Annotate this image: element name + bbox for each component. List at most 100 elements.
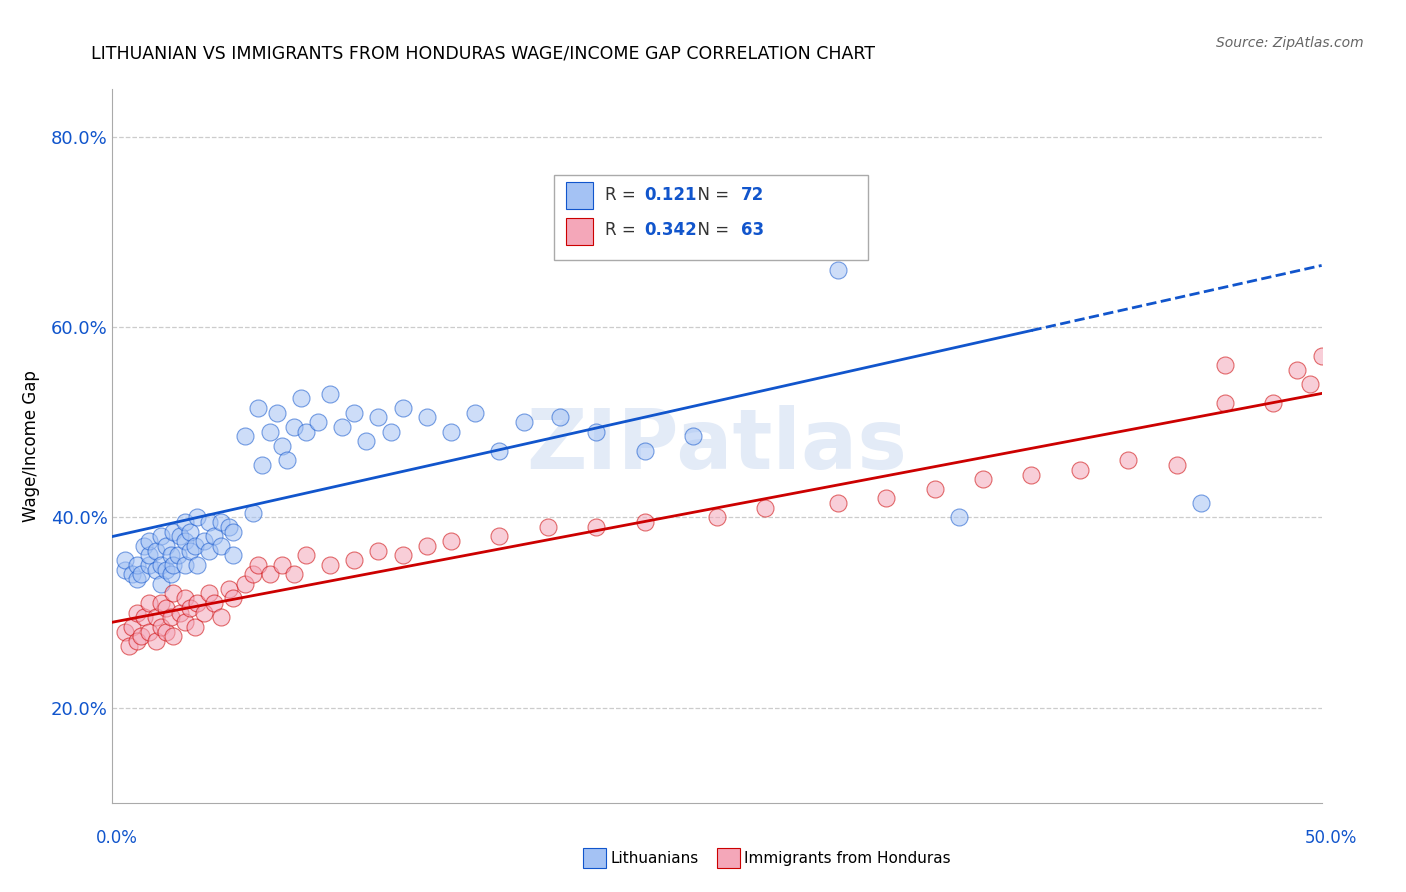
Point	[209, 515, 232, 529]
Point	[585, 520, 607, 534]
Point	[186, 558, 208, 572]
Point	[174, 515, 197, 529]
Point	[138, 596, 160, 610]
Point	[259, 425, 281, 439]
Point	[155, 600, 177, 615]
Point	[283, 567, 305, 582]
Point	[1310, 349, 1333, 363]
Point	[1166, 458, 1188, 472]
Point	[198, 543, 221, 558]
Point	[319, 558, 342, 572]
Point	[162, 586, 184, 600]
Point	[222, 524, 245, 539]
Text: R =: R =	[605, 186, 641, 203]
Point	[155, 563, 177, 577]
Point	[330, 420, 353, 434]
Point	[1021, 467, 1043, 482]
Point	[174, 534, 197, 549]
Point	[114, 563, 136, 577]
Point	[754, 500, 776, 515]
Point	[972, 472, 994, 486]
Point	[162, 558, 184, 572]
Point	[682, 429, 704, 443]
Point	[319, 386, 342, 401]
Point	[270, 558, 292, 572]
Point	[416, 410, 439, 425]
Point	[924, 482, 946, 496]
Point	[198, 586, 221, 600]
Point	[186, 596, 208, 610]
Point	[1069, 463, 1091, 477]
Point	[222, 549, 245, 563]
Point	[155, 624, 177, 639]
Point	[827, 263, 849, 277]
Text: N =: N =	[686, 186, 734, 203]
Point	[162, 524, 184, 539]
Point	[183, 620, 205, 634]
Point	[145, 543, 167, 558]
Point	[633, 515, 655, 529]
Point	[537, 520, 560, 534]
Point	[512, 415, 534, 429]
Point	[174, 591, 197, 606]
Point	[193, 606, 215, 620]
Point	[125, 558, 148, 572]
Point	[754, 206, 776, 220]
Point	[138, 549, 160, 563]
Point	[179, 524, 201, 539]
Point	[246, 558, 269, 572]
Point	[416, 539, 439, 553]
Point	[266, 406, 288, 420]
Point	[633, 443, 655, 458]
Point	[343, 406, 366, 420]
Point	[114, 553, 136, 567]
Point	[202, 529, 225, 543]
Point	[270, 439, 292, 453]
FancyBboxPatch shape	[565, 218, 592, 244]
Point	[488, 529, 510, 543]
Point	[307, 415, 329, 429]
Point	[132, 610, 155, 624]
Point	[295, 549, 318, 563]
Point	[1263, 396, 1285, 410]
Point	[242, 567, 264, 582]
Point	[295, 425, 318, 439]
Point	[149, 596, 172, 610]
Point	[155, 539, 177, 553]
Point	[367, 543, 389, 558]
Text: Lithuanians: Lithuanians	[610, 851, 699, 865]
Point	[548, 410, 571, 425]
Point	[827, 496, 849, 510]
Point	[125, 606, 148, 620]
Point	[145, 634, 167, 648]
Text: 0.121: 0.121	[644, 186, 697, 203]
Point	[259, 567, 281, 582]
Point	[174, 615, 197, 629]
Point	[218, 582, 240, 596]
Point	[380, 425, 402, 439]
Point	[1298, 377, 1320, 392]
Point	[391, 549, 413, 563]
Point	[242, 506, 264, 520]
Point	[193, 534, 215, 549]
Text: R =: R =	[605, 221, 641, 239]
FancyBboxPatch shape	[565, 182, 592, 209]
Point	[118, 639, 141, 653]
Point	[186, 510, 208, 524]
Point	[125, 572, 148, 586]
Point	[138, 624, 160, 639]
Point	[290, 392, 312, 406]
Point	[121, 567, 143, 582]
Point	[131, 629, 153, 643]
Point	[218, 520, 240, 534]
Point	[1116, 453, 1139, 467]
Point	[706, 510, 728, 524]
Point	[183, 539, 205, 553]
Text: Source: ZipAtlas.com: Source: ZipAtlas.com	[1216, 36, 1364, 50]
Y-axis label: Wage/Income Gap: Wage/Income Gap	[21, 370, 39, 522]
Text: Immigrants from Honduras: Immigrants from Honduras	[744, 851, 950, 865]
Point	[179, 543, 201, 558]
Text: 63: 63	[741, 221, 765, 239]
Point	[179, 600, 201, 615]
Point	[169, 529, 191, 543]
